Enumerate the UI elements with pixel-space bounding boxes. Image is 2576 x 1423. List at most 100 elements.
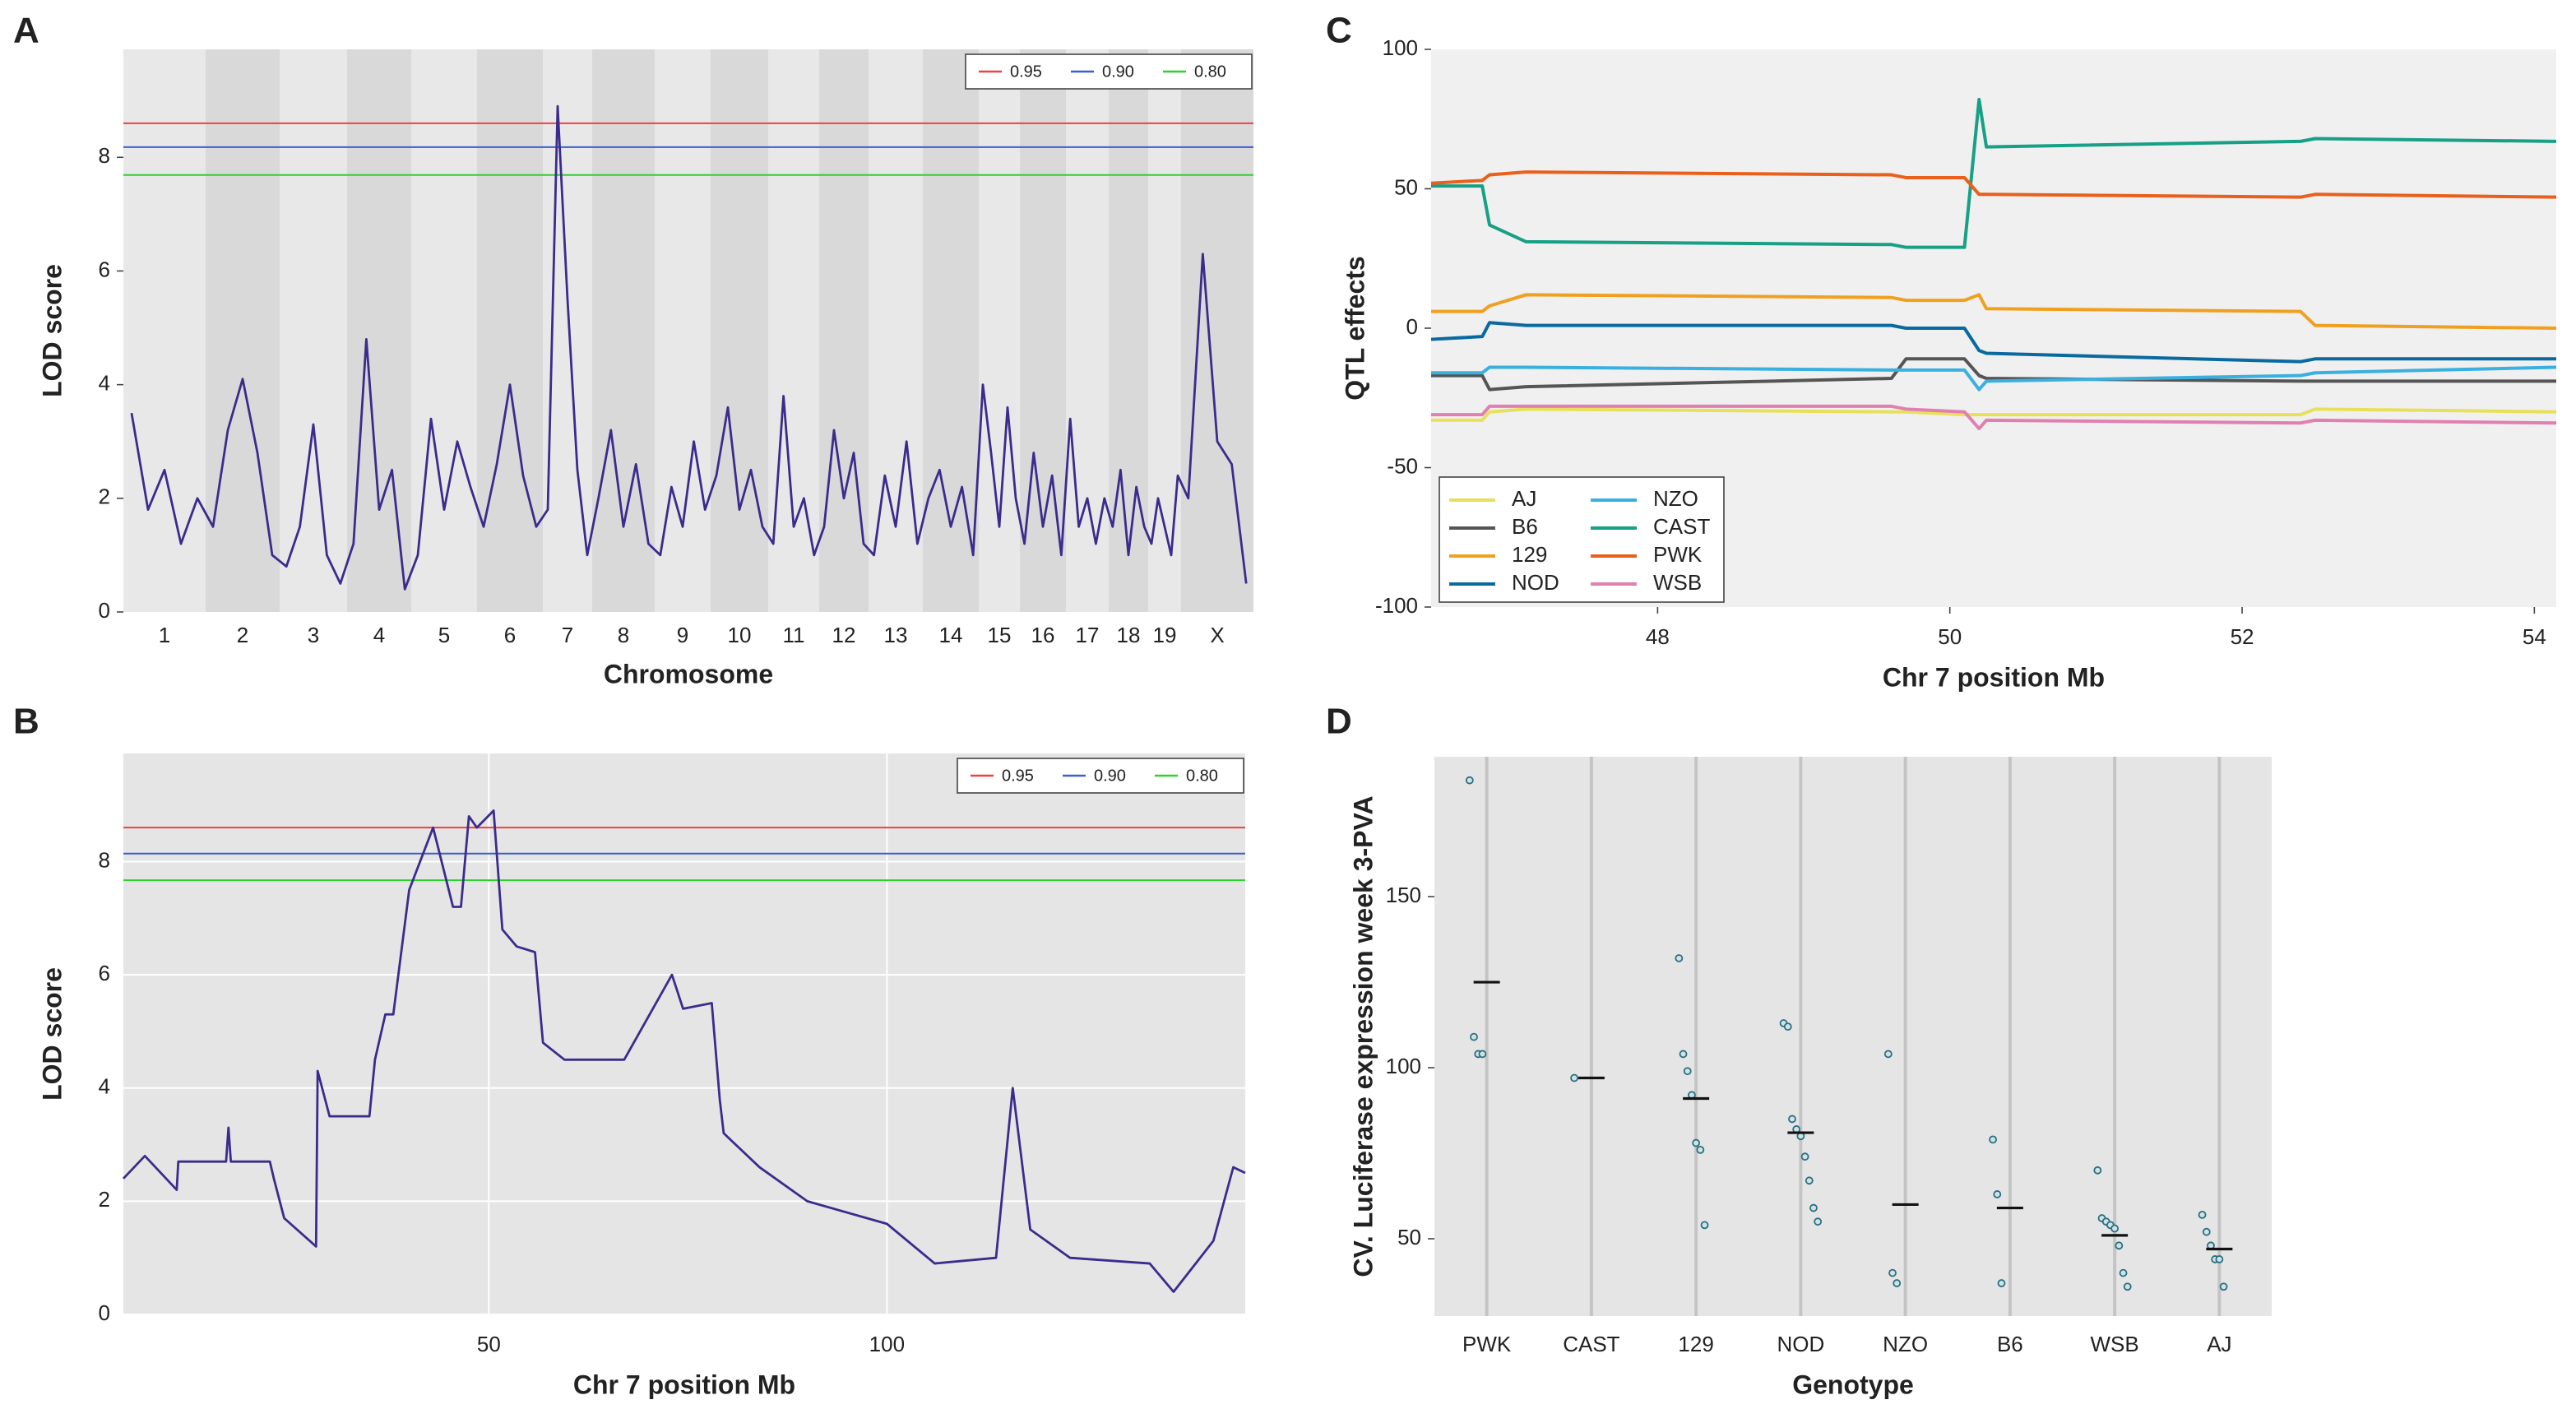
data-point <box>1683 1067 1692 1076</box>
x-tick-label: 14 <box>939 623 963 647</box>
y-tick-label: 50 <box>1397 1225 1421 1249</box>
x-tick-label: 7 <box>562 623 573 647</box>
x-axis-title: Chromosome <box>604 659 773 688</box>
data-point <box>1997 1279 2006 1287</box>
x-tick-label: CAST <box>1563 1332 1619 1356</box>
data-point <box>2215 1255 2224 1263</box>
x-tick-label: 54 <box>2523 624 2546 649</box>
x-tick-label: 2 <box>237 623 248 647</box>
series-line <box>1431 357 2556 392</box>
legend-label: 0.90 <box>1102 63 1134 81</box>
y-tick-label: 0 <box>99 598 110 623</box>
legend-box <box>1439 476 1725 603</box>
y-tick-label: -100 <box>1375 593 1418 618</box>
x-tick-label: PWK <box>1462 1332 1512 1356</box>
y-tick-label: 0 <box>1406 314 1418 339</box>
x-tick-label: 8 <box>618 623 629 647</box>
legend-label: 0.95 <box>1002 767 1034 785</box>
y-tick-label: 100 <box>1386 1054 1421 1078</box>
y-tick-label: 4 <box>99 371 110 396</box>
y-axis-title: LOD score <box>37 967 67 1101</box>
data-point <box>1805 1176 1814 1185</box>
x-axis-title: Genotype <box>1792 1370 1914 1399</box>
data-point <box>2093 1166 2102 1175</box>
x-tick-label: 17 <box>1076 623 1100 647</box>
legend-label: AJ <box>1512 486 1536 511</box>
y-axis-title: CV. Luciferase expression week 3-PVA <box>1348 795 1378 1277</box>
x-tick-label: 4 <box>373 623 385 647</box>
chromosome-band <box>1109 49 1148 612</box>
x-tick-label: B6 <box>1997 1332 2023 1356</box>
legend-box <box>957 758 1244 794</box>
x-tick-label: 13 <box>884 623 908 647</box>
data-point <box>1888 1268 1897 1277</box>
data-point <box>1478 1050 1487 1059</box>
chromosome-band <box>1148 49 1181 612</box>
x-tick-label: 12 <box>832 623 856 647</box>
panel-label: A <box>13 11 39 51</box>
data-point <box>1700 1221 1709 1230</box>
data-point <box>2119 1268 2128 1277</box>
x-tick-label: 10 <box>728 623 752 647</box>
data-point <box>1465 776 1474 785</box>
x-tick-label: X <box>1210 623 1224 647</box>
data-point <box>2110 1224 2120 1233</box>
legend-label: 0.80 <box>1194 63 1226 81</box>
legend-label: 129 <box>1512 542 1547 567</box>
data-point <box>1809 1203 1818 1212</box>
series-line <box>122 809 1246 1293</box>
chromosome-band <box>347 49 411 612</box>
x-tick-label: 16 <box>1031 623 1055 647</box>
y-tick-label: 150 <box>1386 883 1421 907</box>
x-tick-label: 11 <box>783 623 805 647</box>
chromosome-band <box>1181 49 1253 612</box>
x-tick-label: 5 <box>438 623 450 647</box>
legend-label: NOD <box>1512 570 1559 595</box>
data-point <box>1783 1022 1792 1031</box>
chromosome-band <box>477 49 543 612</box>
data-point <box>2115 1241 2124 1250</box>
y-tick-label: 2 <box>99 1187 110 1212</box>
legend-label: WSB <box>1653 570 1702 595</box>
data-point <box>1800 1152 1809 1161</box>
data-point <box>1696 1145 1705 1154</box>
data-point <box>2123 1282 2132 1291</box>
plot-background <box>123 753 1245 1314</box>
x-tick-label: 1 <box>159 623 170 647</box>
x-tick-label: 9 <box>677 623 688 647</box>
y-axis-title: QTL effects <box>1340 256 1369 400</box>
series-line <box>1431 365 2557 392</box>
y-tick-label: 6 <box>99 257 110 281</box>
x-tick-label: AJ <box>2207 1332 2231 1356</box>
x-axis-title: Chr 7 position Mb <box>1883 662 2105 692</box>
legend-box <box>965 53 1253 90</box>
data-point <box>1814 1217 1823 1226</box>
y-axis-title: LOD score <box>37 264 67 397</box>
x-tick-label: 100 <box>869 1332 905 1356</box>
chromosome-band <box>711 49 768 612</box>
x-tick-label: 50 <box>477 1332 501 1356</box>
data-point <box>1788 1115 1796 1124</box>
legend-label: NZO <box>1653 486 1698 511</box>
x-tick-label: 3 <box>308 623 319 647</box>
x-tick-label: 19 <box>1153 623 1177 647</box>
series-line <box>1431 407 2557 422</box>
x-tick-label: WSB <box>2091 1332 2139 1356</box>
data-point <box>1675 954 1684 962</box>
series-line <box>1431 293 2557 330</box>
y-tick-label: 2 <box>99 484 110 509</box>
y-tick-label: 8 <box>99 847 110 872</box>
series-line <box>1431 98 2557 249</box>
series-line <box>1430 321 2556 364</box>
legend-label: B6 <box>1512 514 1538 539</box>
series-line <box>130 104 1248 591</box>
y-tick-label: 0 <box>99 1300 110 1325</box>
series-line <box>1430 170 2557 199</box>
x-tick-label: 18 <box>1117 623 1141 647</box>
data-point <box>1679 1050 1688 1059</box>
panel-label: C <box>1326 11 1352 51</box>
x-tick-label: NOD <box>1777 1332 1824 1356</box>
y-tick-label: 4 <box>99 1074 110 1099</box>
legend-label: CAST <box>1653 514 1710 539</box>
